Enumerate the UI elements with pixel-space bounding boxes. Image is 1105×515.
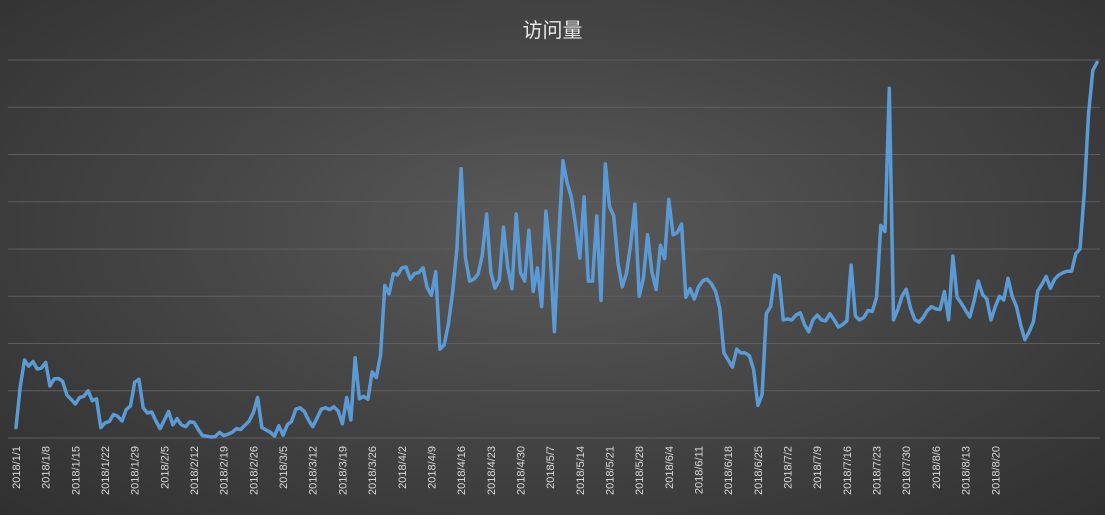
x-tick-label: 2018/1/1: [11, 446, 23, 489]
x-tick-label: 2018/2/12: [189, 446, 201, 495]
x-axis-tick-labels: 2018/1/1 2018/1/8 2018/1/15 2018/1/22 2018/1…: [11, 446, 1002, 495]
x-tick-label: 2018/6/18: [723, 446, 735, 495]
x-tick-label: 2018/4/23: [486, 446, 498, 495]
x-tick-label: 2018/5/7: [545, 446, 557, 489]
x-tick-label: 2018/4/30: [516, 446, 528, 495]
x-tick-label: 2018/2/19: [219, 446, 231, 495]
x-tick-label: 2018/3/19: [337, 446, 349, 495]
x-tick-label: 2018/8/13: [961, 446, 973, 495]
x-tick-label: 2018/7/23: [872, 446, 884, 495]
x-tick-label: 2018/3/26: [367, 446, 379, 495]
x-tick-label: 2018/5/28: [634, 446, 646, 495]
x-tick-label: 2018/3/12: [308, 446, 320, 495]
chart-title: 访问量: [522, 18, 583, 42]
gridlines: [8, 59, 1100, 439]
x-tick-label: 2018/8/20: [990, 446, 1002, 495]
series-line: [14, 60, 1099, 439]
x-tick-label: 2018/1/8: [41, 446, 53, 489]
x-tick-label: 2018/4/9: [426, 446, 438, 489]
x-tick-label: 2018/1/22: [100, 446, 112, 495]
x-tick-label: 2018/6/4: [664, 446, 676, 489]
x-tick-label: 2018/6/11: [694, 446, 706, 494]
x-tick-label: 2018/2/26: [248, 446, 260, 495]
x-tick-label: 2018/1/15: [70, 446, 82, 495]
x-tick-label: 2018/7/16: [842, 446, 854, 495]
x-tick-label: 2018/5/21: [605, 446, 617, 495]
x-tick-label: 2018/5/14: [575, 446, 587, 495]
x-tick-label: 2018/7/2: [783, 446, 795, 489]
x-tick-label: 2018/1/29: [130, 446, 142, 495]
x-tick-label: 2018/3/5: [278, 446, 290, 489]
x-tick-label: 2018/7/30: [901, 446, 913, 495]
x-tick-label: 2018/6/25: [753, 446, 765, 495]
x-tick-label: 2018/8/6: [931, 446, 943, 489]
x-tick-label: 2018/2/5: [159, 446, 171, 489]
x-tick-label: 2018/4/2: [397, 446, 409, 489]
x-tick-label: 2018/4/16: [456, 446, 468, 495]
x-tick-label: 2018/7/9: [812, 446, 824, 489]
